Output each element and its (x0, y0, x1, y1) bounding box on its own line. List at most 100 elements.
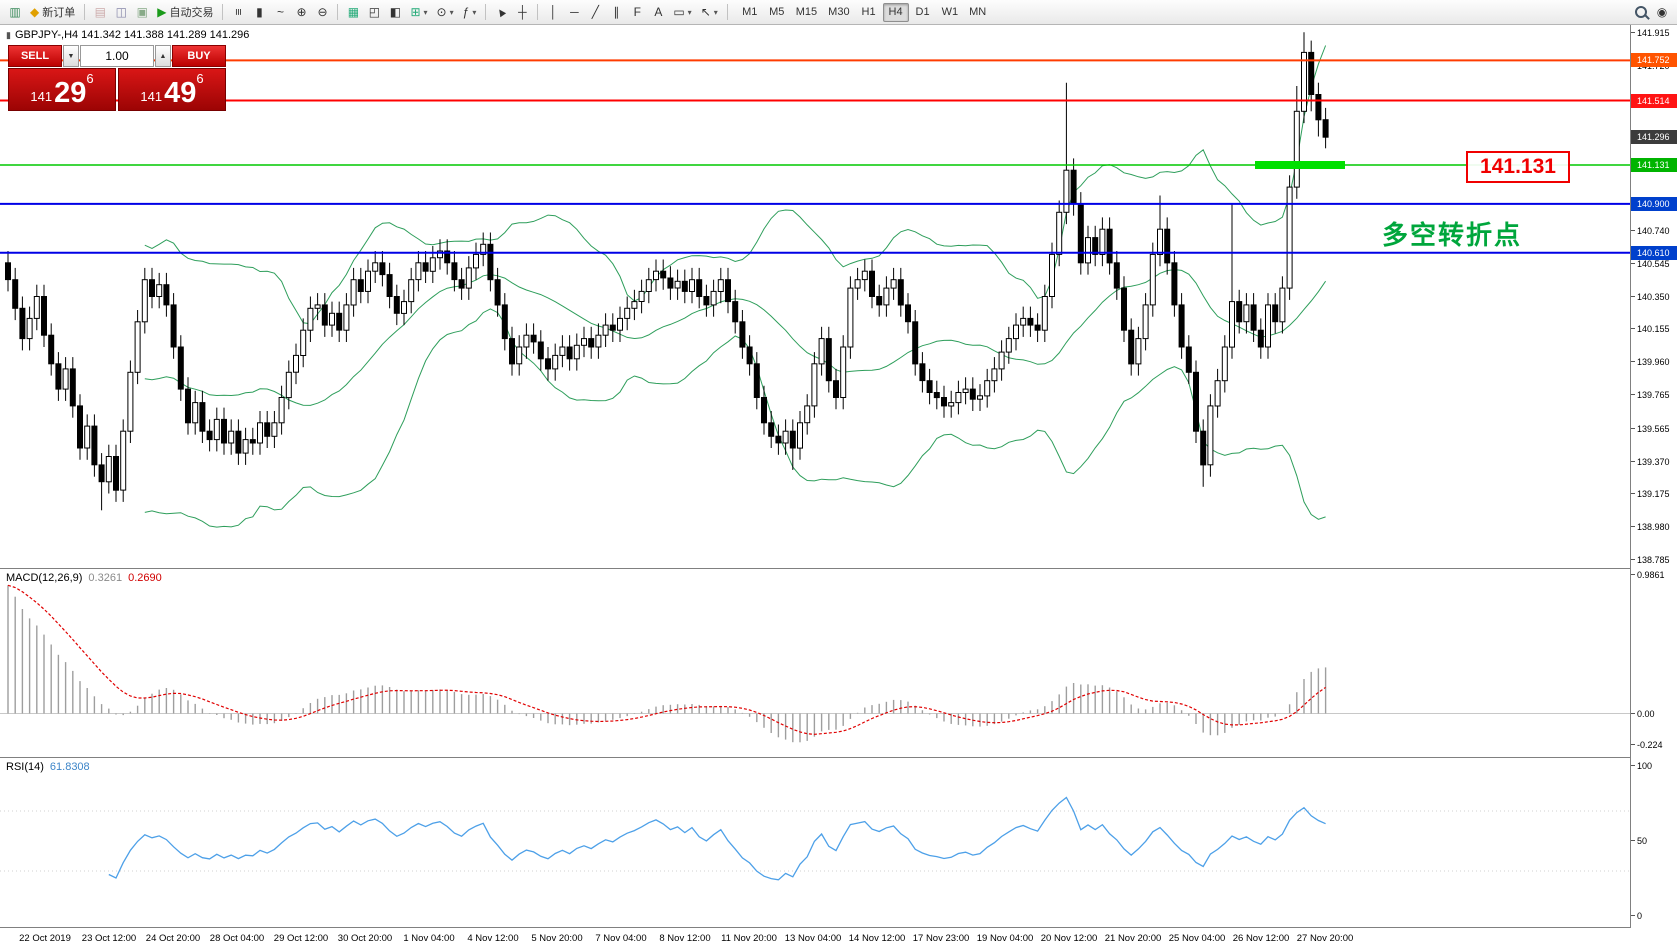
tf-h1[interactable]: H1 (856, 3, 882, 22)
tile-windows-icon[interactable]: ▦ (343, 2, 363, 22)
zoom-in-icon[interactable]: ⊕ (291, 2, 311, 22)
time-label: 11 Nov 20:00 (721, 933, 777, 944)
auto-trading-button[interactable]: ▶ 自动交易 (153, 2, 217, 22)
axis-tick: 139.175 (1631, 489, 1677, 499)
rsi-chart[interactable] (0, 758, 1630, 927)
trendline-icon[interactable]: ╱ (585, 2, 605, 22)
macd-signal-value: 0.2690 (128, 572, 162, 584)
period-button[interactable]: ⊙ ▾ (433, 2, 458, 22)
time-label: 21 Nov 20:00 (1104, 933, 1162, 944)
price-axis[interactable]: 141.915141.720140.740140.545140.350140.1… (1630, 25, 1677, 928)
axis-tick: 0.9861 (1631, 570, 1677, 580)
macd-value: 0.3261 (88, 572, 123, 584)
main-chart[interactable] (0, 25, 1630, 568)
arrange-windows-icon[interactable]: ◧ (385, 2, 405, 22)
panel-divider[interactable] (0, 568, 1677, 569)
candlestick-icon[interactable]: ▮ (249, 2, 269, 22)
axis-tick: 140.350 (1631, 292, 1677, 302)
symbol-quote-text: GBPJPY-,H4 141.342 141.388 141.289 141.2… (14, 29, 250, 41)
indicators-button[interactable]: ƒ ▾ (459, 2, 481, 22)
time-label: 29 Oct 12:00 (273, 933, 329, 944)
macd-label-row: MACD(12,26,9) 0.3261 0.2690 (6, 572, 162, 584)
tf-m1[interactable]: M1 (737, 3, 763, 22)
axis-tick: 0.00 (1631, 709, 1677, 719)
tf-h4[interactable]: H4 (882, 2, 909, 22)
time-label: 7 Nov 04:00 (595, 933, 647, 944)
new-chart-button[interactable]: ⊞ ▾ (406, 2, 431, 22)
rsi-panel[interactable]: RSI(14) 61.8308 (0, 758, 1630, 927)
time-label: 13 Nov 04:00 (784, 933, 842, 944)
search-icon[interactable] (1631, 2, 1651, 22)
time-label: 4 Nov 12:00 (467, 933, 519, 944)
main-chart-panel[interactable]: ▮ GBPJPY-,H4 141.342 141.388 141.289 141… (0, 25, 1630, 568)
sell-price-button[interactable]: 141 29 6 (8, 68, 116, 111)
axis-tick: 139.370 (1631, 457, 1677, 467)
auto-trading-label: 自动交易 (169, 7, 214, 19)
axis-tick: -0.224 (1631, 740, 1677, 750)
lot-decrease-button[interactable]: ▼ (63, 45, 79, 67)
time-axis[interactable]: 22 Oct 2019 23 Oct 12:00 24 Oct 20:00 28 Oc… (0, 928, 1677, 950)
horizontal-line-icon[interactable]: ─ (564, 2, 584, 22)
channel-icon[interactable]: ∥ (606, 2, 626, 22)
price-badge: 140.610 (1631, 245, 1677, 260)
axis-tick: 139.960 (1631, 357, 1677, 367)
axis-tick: 100 (1631, 761, 1677, 771)
tf-m5[interactable]: M5 (764, 3, 790, 22)
new-order-button[interactable]: ◆ 新订单 (26, 2, 79, 22)
lot-input[interactable] (80, 45, 154, 67)
lot-increase-button[interactable]: ▲ (155, 45, 171, 67)
buy-price-button[interactable]: 141 49 6 (118, 68, 226, 111)
zoom-out-icon[interactable]: ⊖ (312, 2, 332, 22)
tf-m15[interactable]: M15 (791, 3, 822, 22)
axis-tick: 139.765 (1631, 390, 1677, 400)
toolbar-separator (84, 4, 86, 20)
buy-price-big: 49 (164, 76, 197, 109)
line-chart-icon[interactable]: ~ (270, 2, 290, 22)
macd-chart[interactable] (0, 569, 1630, 757)
turning-point-annotation: 多空转折点 (1382, 220, 1523, 250)
navigator-icon[interactable]: ◫ (111, 2, 131, 22)
crosshair-icon[interactable]: ┼ (512, 2, 532, 22)
panel-divider[interactable] (0, 757, 1677, 758)
time-label: 28 Oct 04:00 (209, 933, 265, 944)
time-label: 25 Nov 04:00 (1168, 933, 1226, 944)
rsi-value: 61.8308 (49, 761, 90, 773)
fibonacci-icon[interactable]: F (627, 2, 647, 22)
axis-tick: 141.915 (1631, 28, 1677, 38)
price-badge: 141.514 (1631, 93, 1677, 108)
sell-button[interactable]: SELL (8, 45, 62, 67)
account-icon[interactable]: ◉ (1652, 2, 1672, 22)
sell-price-big: 29 (54, 76, 87, 109)
buy-price-prefix: 141 (140, 88, 163, 104)
chart-file-icon[interactable]: ▥ (5, 2, 25, 22)
sell-price-prefix: 141 (30, 88, 53, 104)
time-label: 1 Nov 04:00 (403, 933, 455, 944)
arrows-button[interactable]: ↖ ▾ (697, 2, 722, 22)
time-label: 8 Nov 12:00 (659, 933, 711, 944)
tf-w1[interactable]: W1 (937, 3, 964, 22)
time-label: 17 Nov 23:00 (912, 933, 970, 944)
terminal-icon[interactable]: ▣ (132, 2, 152, 22)
macd-panel[interactable]: MACD(12,26,9) 0.3261 0.2690 (0, 569, 1630, 757)
chart-window: ▮ GBPJPY-,H4 141.342 141.388 141.289 141… (0, 25, 1677, 950)
time-label: 27 Nov 20:00 (1296, 933, 1354, 944)
buy-button[interactable]: BUY (172, 45, 226, 67)
market-watch-icon[interactable]: ▤ (90, 2, 110, 22)
cascade-windows-icon[interactable]: ◰ (364, 2, 384, 22)
play-icon: ▶ (157, 5, 167, 19)
tf-d1[interactable]: D1 (910, 3, 936, 22)
time-label: 26 Nov 12:00 (1232, 933, 1290, 944)
bar-chart-icon[interactable]: ≡ (228, 2, 248, 22)
text-tool-icon[interactable]: A (648, 2, 668, 22)
tf-mn[interactable]: MN (964, 3, 991, 22)
macd-label: MACD(12,26,9) (6, 572, 83, 584)
axis-tick: 140.545 (1631, 259, 1677, 269)
vertical-line-icon[interactable]: │ (543, 2, 563, 22)
time-label: 30 Oct 20:00 (337, 933, 393, 944)
shapes-button[interactable]: ▭ ▾ (669, 2, 695, 22)
price-badge: 140.900 (1631, 196, 1677, 211)
cursor-icon[interactable]: ▲ (492, 2, 511, 22)
toolbar-separator (337, 4, 339, 20)
buy-price-pip: 6 (196, 71, 204, 86)
tf-m30[interactable]: M30 (823, 3, 854, 22)
